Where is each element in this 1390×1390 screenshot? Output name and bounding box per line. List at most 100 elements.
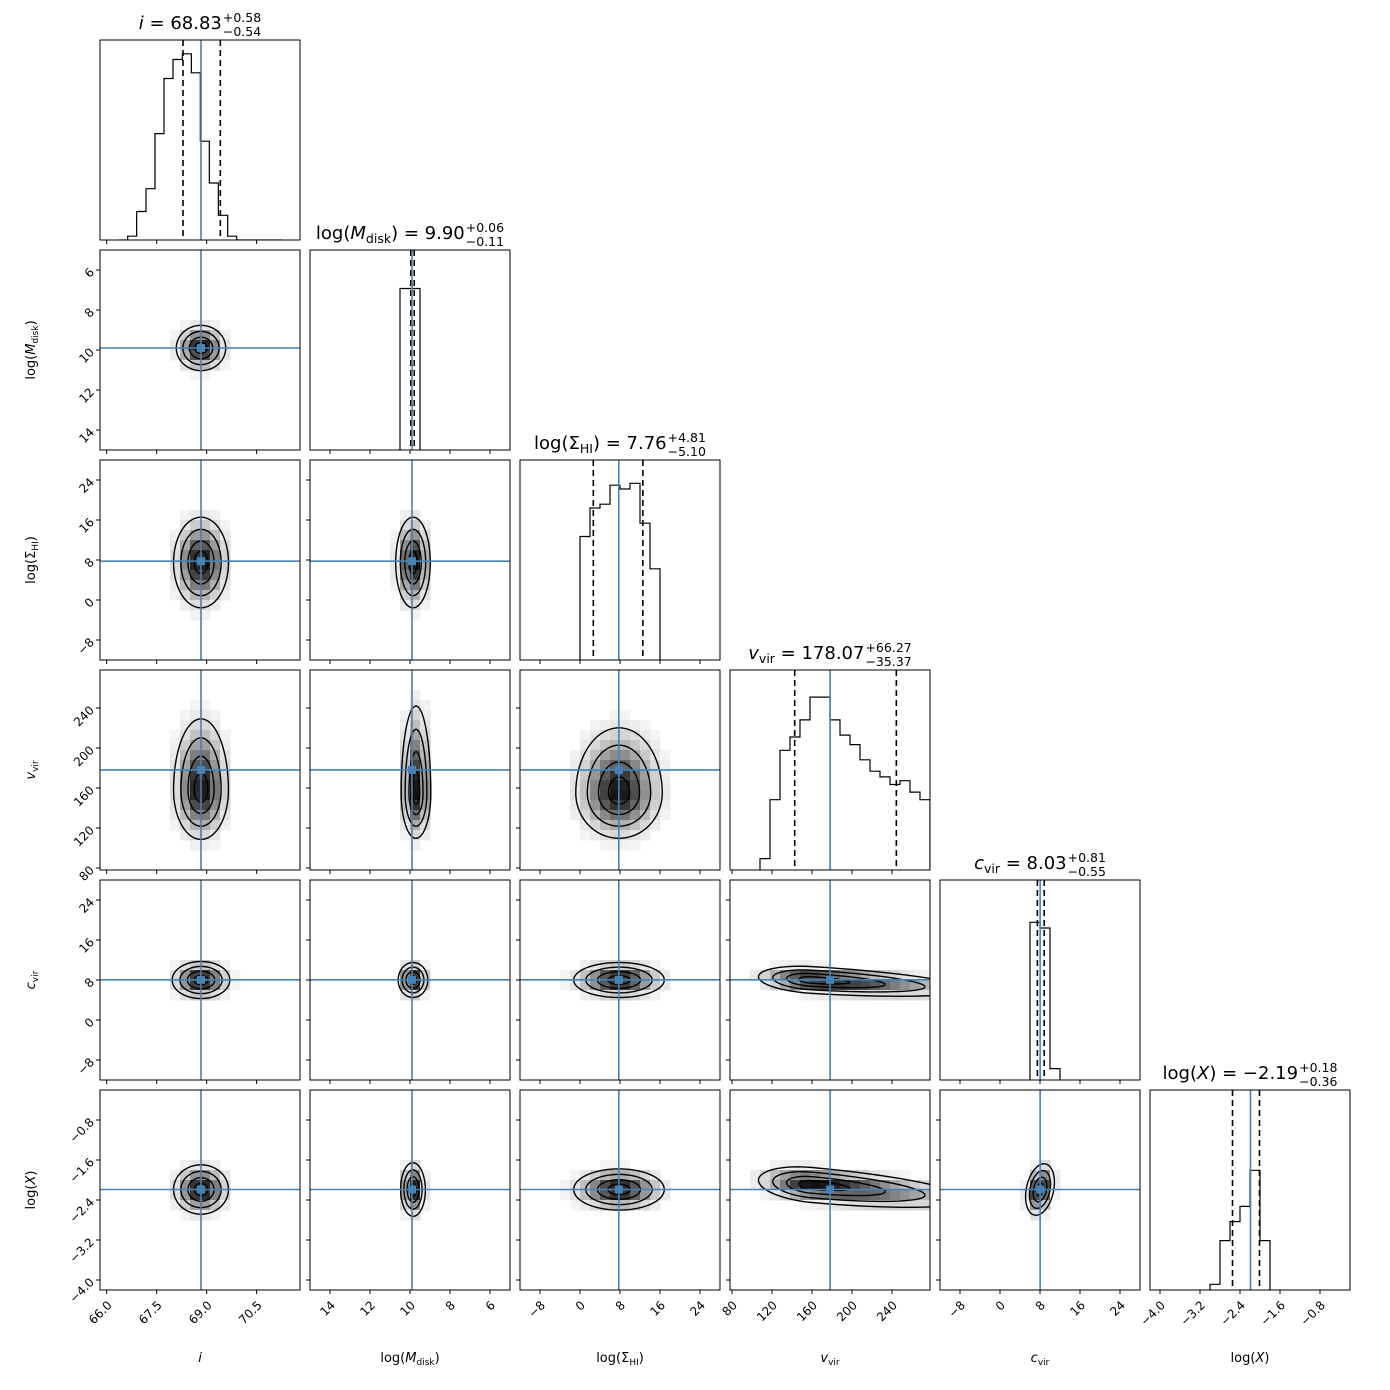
panel-frame	[1149, 1089, 1351, 1291]
density-cell	[910, 1180, 921, 1191]
density-cell	[190, 1200, 201, 1211]
contour-line-2	[785, 1175, 886, 1197]
contour-line-1	[772, 969, 926, 993]
y-tick-label: 6	[82, 265, 97, 280]
density-cell	[410, 760, 421, 771]
y-tick-label: −2.4	[67, 1195, 98, 1226]
x-tick-label: 24	[687, 1298, 708, 1319]
density-cell	[780, 970, 791, 981]
panel-contents	[520, 880, 720, 1080]
panel-title-vvir: vvir = 178.07	[748, 643, 864, 666]
density-cell	[770, 1170, 781, 1181]
density-cell	[410, 960, 421, 971]
density-cell	[190, 530, 201, 541]
density-cell	[210, 530, 221, 541]
x-tick-label: 120	[754, 1298, 780, 1324]
density-cell	[890, 1200, 901, 1211]
density-cell	[780, 1170, 791, 1181]
y-tick-label: 80	[76, 863, 97, 884]
density-cell	[170, 1190, 181, 1201]
y-tick-label: 0	[82, 1015, 97, 1030]
density-cell	[420, 520, 431, 531]
density-cell	[590, 790, 601, 801]
x-axis-label-logx: log(X)	[1231, 1351, 1270, 1366]
density-cell	[200, 800, 211, 811]
density-cell	[200, 350, 211, 361]
density-cell	[170, 990, 181, 1001]
density-cell	[190, 810, 201, 821]
density-cell	[760, 1180, 771, 1191]
density-cell	[180, 830, 191, 841]
density-cell	[600, 740, 611, 751]
density-cell	[800, 1190, 811, 1201]
density-cell	[600, 990, 611, 1001]
panel-logx-i: 66.0 67.5 69.0 70.5 −4.0 −3.2 −2.4 −1.6 −0.8	[67, 1089, 301, 1327]
density-cell	[220, 760, 231, 771]
density-cell	[590, 1170, 601, 1181]
density-cell	[170, 810, 181, 821]
density-cell	[810, 1170, 821, 1181]
density-cell	[420, 980, 431, 991]
density-cell	[640, 720, 651, 731]
density-cell	[220, 1190, 231, 1201]
density-cell	[420, 800, 431, 811]
density-cell	[190, 1190, 201, 1201]
density-cell	[580, 750, 591, 761]
panel-mdisk-mdisk: log(Mdisk) = 9.90 +0.06−0.11	[309, 220, 511, 454]
density-cell	[880, 1190, 891, 1201]
density-cell	[210, 1170, 221, 1181]
density-cell	[190, 970, 201, 981]
x-tick-label: −8	[526, 1298, 548, 1320]
density-cell	[630, 740, 641, 751]
density-cell	[180, 560, 191, 571]
density-cell	[220, 1200, 231, 1211]
panel-contents	[100, 670, 300, 870]
density-cell	[780, 1190, 791, 1201]
x-axis-label-cvir: cvir	[1031, 1351, 1050, 1368]
density-cell	[570, 750, 581, 761]
contour-line-0	[575, 727, 663, 840]
density-cell	[400, 510, 411, 521]
density-cell	[210, 520, 221, 531]
panel-title-i: i = 68.83	[139, 13, 222, 34]
density-cell	[180, 1160, 191, 1171]
density-cell	[170, 980, 181, 991]
density-cell	[640, 770, 651, 781]
truth-marker	[1036, 1185, 1045, 1194]
panel-mdisk-i: 14 12 10 8 6	[76, 249, 301, 454]
density-cell	[850, 1170, 861, 1181]
density-cell	[180, 820, 191, 831]
density-cell	[220, 590, 231, 601]
density-cell	[590, 970, 601, 981]
density-cell	[410, 580, 421, 591]
density-cell	[210, 570, 221, 581]
x-tick-label: −4.0	[1138, 1298, 1169, 1329]
density-cell	[210, 1160, 221, 1171]
title-minus-vvir: −35.37	[865, 654, 911, 669]
panel-contents	[310, 1090, 510, 1290]
truth-marker	[614, 765, 623, 774]
density-cell	[400, 1190, 411, 1201]
density-cell	[840, 970, 851, 981]
density-cell	[400, 1170, 411, 1181]
density-cell	[580, 960, 591, 971]
density-cell	[620, 710, 631, 721]
density-cell	[410, 970, 421, 981]
density-cell	[650, 750, 661, 761]
density-cell	[170, 820, 181, 831]
density-cell	[410, 820, 421, 831]
density-cell	[770, 960, 781, 971]
density-cell	[410, 990, 421, 1001]
density-cell	[180, 1200, 191, 1211]
density-cell	[200, 520, 211, 531]
density-cell	[410, 520, 421, 531]
density-cell	[590, 750, 601, 761]
density-cell	[630, 760, 641, 771]
truth-marker	[408, 1185, 416, 1194]
density-cell	[800, 960, 811, 971]
density-cell	[410, 610, 421, 621]
density-cell	[650, 730, 661, 741]
density-cell	[410, 770, 421, 781]
density-cell	[810, 1180, 821, 1191]
density-cell	[650, 960, 661, 971]
